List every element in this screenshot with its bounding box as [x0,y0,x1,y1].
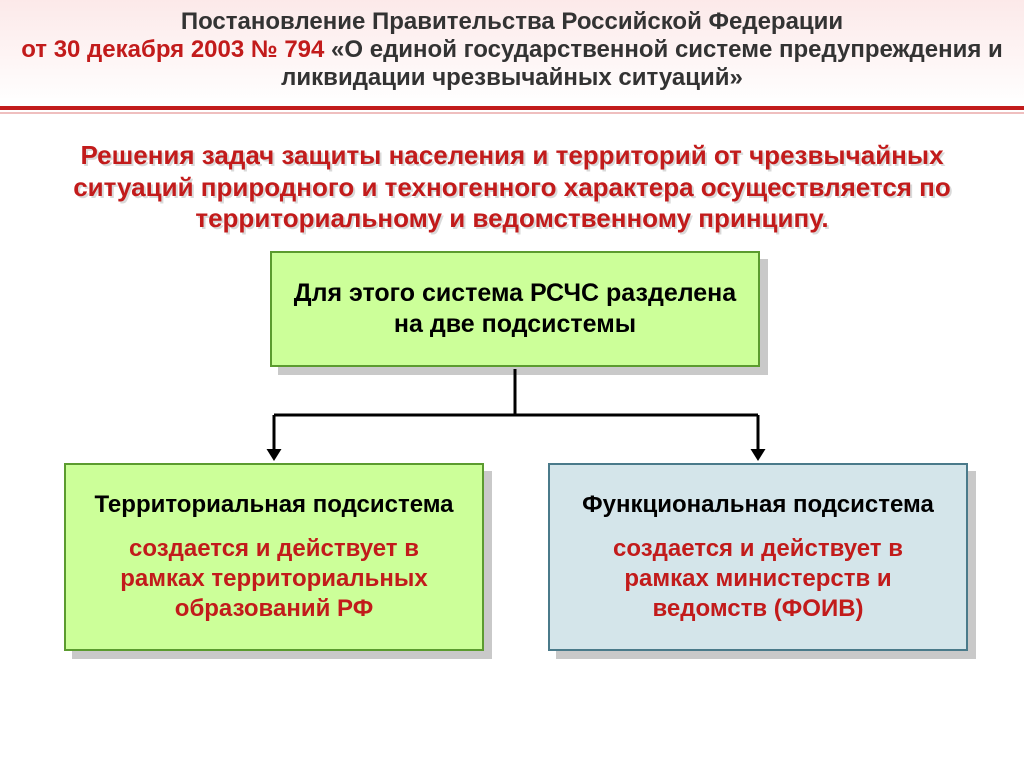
box-left-title: Территориальная подсистема [94,490,453,520]
diagram-area: Для этого система РСЧС разделена на две … [0,245,1024,665]
intro-text: Решения задач защиты населения и террито… [0,114,1024,245]
box-right: Функциональная подсистема создается и де… [548,463,968,651]
divider-primary [0,106,1024,110]
box-right-title: Функциональная подсистема [582,490,934,520]
box-top: Для этого система РСЧС разделена на две … [270,251,760,367]
header-title: «О единой государственной системе предуп… [281,36,1003,91]
box-top-text: Для этого система РСЧС разделена на две … [292,278,738,341]
header-date: от 30 декабря 2003 № 794 [21,36,331,63]
box-left: Территориальная подсистема создается и д… [64,463,484,651]
header-block: Постановление Правительства Российской Ф… [0,0,1024,106]
box-right-sub: создается и действует в рамках министерс… [568,534,948,624]
header-line1: Постановление Правительства Российской Ф… [20,8,1004,36]
box-left-sub: создается и действует в рамках территори… [84,534,464,624]
header-line2: от 30 декабря 2003 № 794 «О единой госуд… [20,36,1004,92]
